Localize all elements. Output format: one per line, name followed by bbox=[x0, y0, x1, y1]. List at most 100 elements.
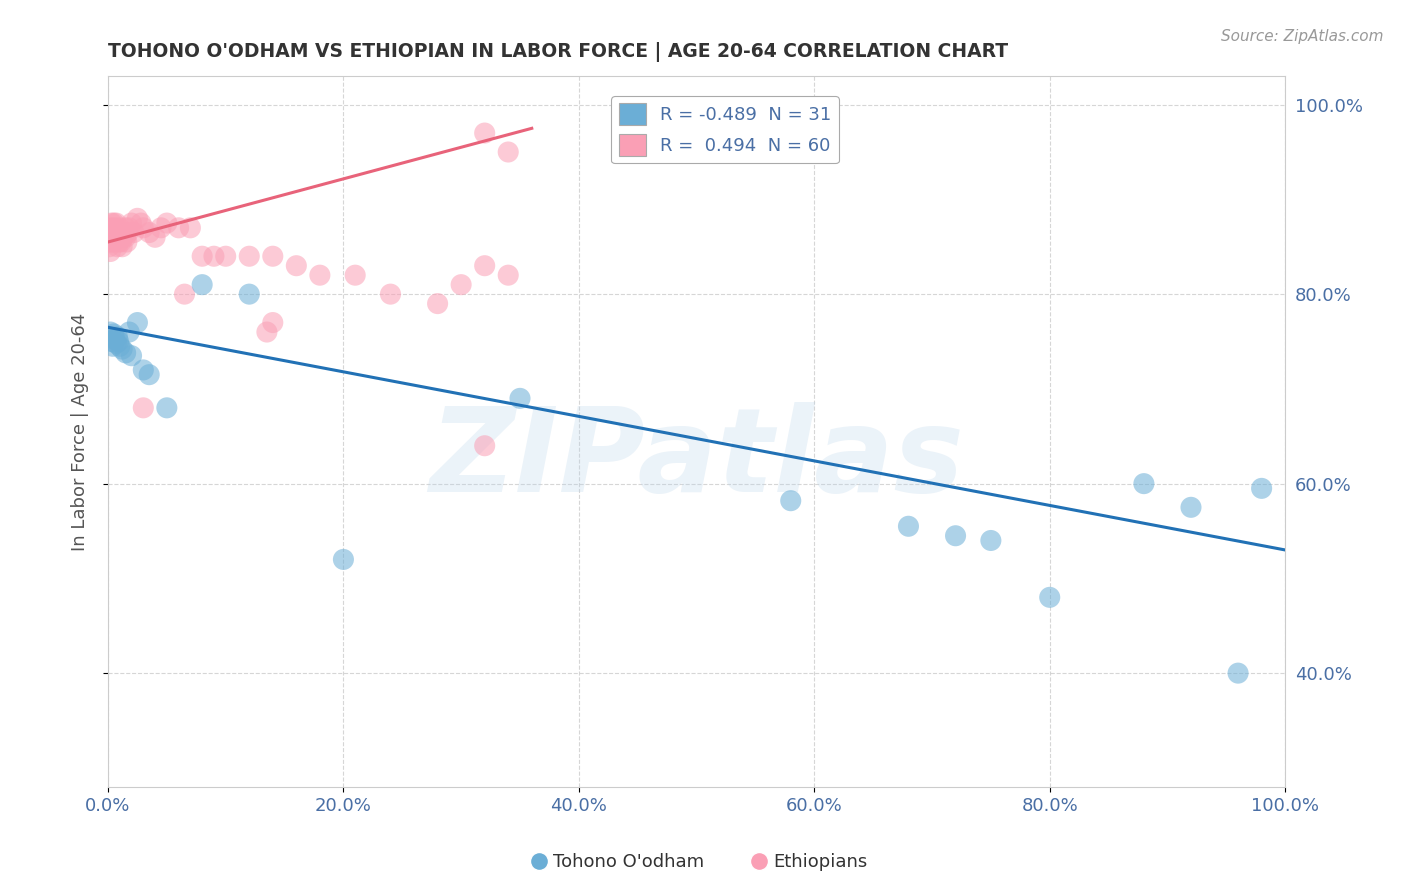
Point bbox=[111, 240, 134, 254]
Point bbox=[132, 401, 155, 415]
Point bbox=[104, 333, 127, 347]
Point bbox=[107, 334, 129, 349]
Point bbox=[256, 325, 278, 339]
Point bbox=[262, 249, 284, 263]
Point bbox=[238, 249, 260, 263]
Point bbox=[138, 226, 160, 240]
Point bbox=[98, 230, 121, 244]
Point bbox=[1250, 482, 1272, 496]
Point bbox=[98, 240, 121, 254]
Point bbox=[238, 287, 260, 301]
Point bbox=[156, 401, 179, 415]
Point bbox=[426, 296, 449, 310]
Point bbox=[117, 226, 139, 240]
Point bbox=[100, 216, 122, 230]
Point bbox=[897, 519, 920, 533]
Point bbox=[105, 216, 128, 230]
Point bbox=[1227, 666, 1250, 681]
Point bbox=[100, 334, 122, 349]
Point bbox=[98, 330, 121, 344]
Point bbox=[1180, 500, 1202, 515]
Point bbox=[112, 230, 135, 244]
Point bbox=[107, 240, 129, 254]
Point bbox=[103, 226, 125, 240]
Point bbox=[129, 216, 152, 230]
Point bbox=[509, 392, 531, 406]
Point bbox=[474, 259, 496, 273]
Point bbox=[167, 220, 190, 235]
Point bbox=[100, 235, 122, 249]
Point bbox=[122, 226, 145, 240]
Point bbox=[101, 220, 124, 235]
Point bbox=[108, 220, 131, 235]
Point bbox=[127, 316, 149, 330]
Point bbox=[103, 235, 125, 249]
Point bbox=[945, 529, 967, 543]
Legend: Tohono O'odham, Ethiopians: Tohono O'odham, Ethiopians bbox=[531, 847, 875, 879]
Point bbox=[262, 316, 284, 330]
Point bbox=[98, 220, 121, 235]
Point bbox=[98, 325, 121, 339]
Point bbox=[179, 220, 201, 235]
Point bbox=[107, 235, 129, 249]
Point bbox=[496, 268, 519, 282]
Point bbox=[103, 326, 125, 341]
Point bbox=[474, 126, 496, 140]
Point bbox=[111, 342, 134, 356]
Point bbox=[309, 268, 332, 282]
Point bbox=[215, 249, 238, 263]
Y-axis label: In Labor Force | Age 20-64: In Labor Force | Age 20-64 bbox=[72, 312, 89, 550]
Point bbox=[108, 230, 131, 244]
Point bbox=[1039, 591, 1062, 605]
Point bbox=[332, 552, 354, 566]
Point bbox=[107, 226, 129, 240]
Point bbox=[101, 339, 124, 353]
Point bbox=[202, 249, 225, 263]
Point bbox=[107, 230, 129, 244]
Point bbox=[143, 230, 166, 244]
Point bbox=[149, 220, 172, 235]
Point bbox=[173, 287, 195, 301]
Point bbox=[980, 533, 1002, 548]
Point bbox=[114, 220, 136, 235]
Point bbox=[132, 220, 155, 235]
Point bbox=[1133, 476, 1156, 491]
Point bbox=[285, 259, 308, 273]
Legend: R = -0.489  N = 31, R =  0.494  N = 60: R = -0.489 N = 31, R = 0.494 N = 60 bbox=[612, 96, 838, 163]
Point bbox=[127, 211, 149, 226]
Point bbox=[114, 226, 136, 240]
Point bbox=[115, 235, 138, 249]
Point bbox=[474, 439, 496, 453]
Point bbox=[156, 216, 179, 230]
Point bbox=[103, 216, 125, 230]
Point bbox=[107, 330, 129, 344]
Point bbox=[105, 226, 128, 240]
Point bbox=[118, 220, 141, 235]
Point bbox=[100, 226, 122, 240]
Text: Source: ZipAtlas.com: Source: ZipAtlas.com bbox=[1220, 29, 1384, 45]
Point bbox=[380, 287, 402, 301]
Point bbox=[98, 244, 121, 259]
Text: TOHONO O'ODHAM VS ETHIOPIAN IN LABOR FORCE | AGE 20-64 CORRELATION CHART: TOHONO O'ODHAM VS ETHIOPIAN IN LABOR FOR… bbox=[108, 42, 1008, 62]
Point bbox=[118, 325, 141, 339]
Point bbox=[779, 493, 801, 508]
Point bbox=[121, 216, 143, 230]
Point bbox=[108, 339, 131, 353]
Point bbox=[98, 235, 121, 249]
Point bbox=[450, 277, 472, 292]
Text: ZIPatlas: ZIPatlas bbox=[429, 402, 965, 517]
Point bbox=[121, 349, 143, 363]
Point bbox=[344, 268, 367, 282]
Point bbox=[132, 363, 155, 377]
Point bbox=[191, 249, 214, 263]
Point bbox=[104, 230, 127, 244]
Point bbox=[138, 368, 160, 382]
Point bbox=[191, 277, 214, 292]
Point bbox=[110, 235, 132, 249]
Point bbox=[496, 145, 519, 159]
Point bbox=[104, 220, 127, 235]
Point bbox=[101, 230, 124, 244]
Point bbox=[114, 230, 136, 244]
Point bbox=[98, 226, 121, 240]
Point bbox=[105, 336, 128, 351]
